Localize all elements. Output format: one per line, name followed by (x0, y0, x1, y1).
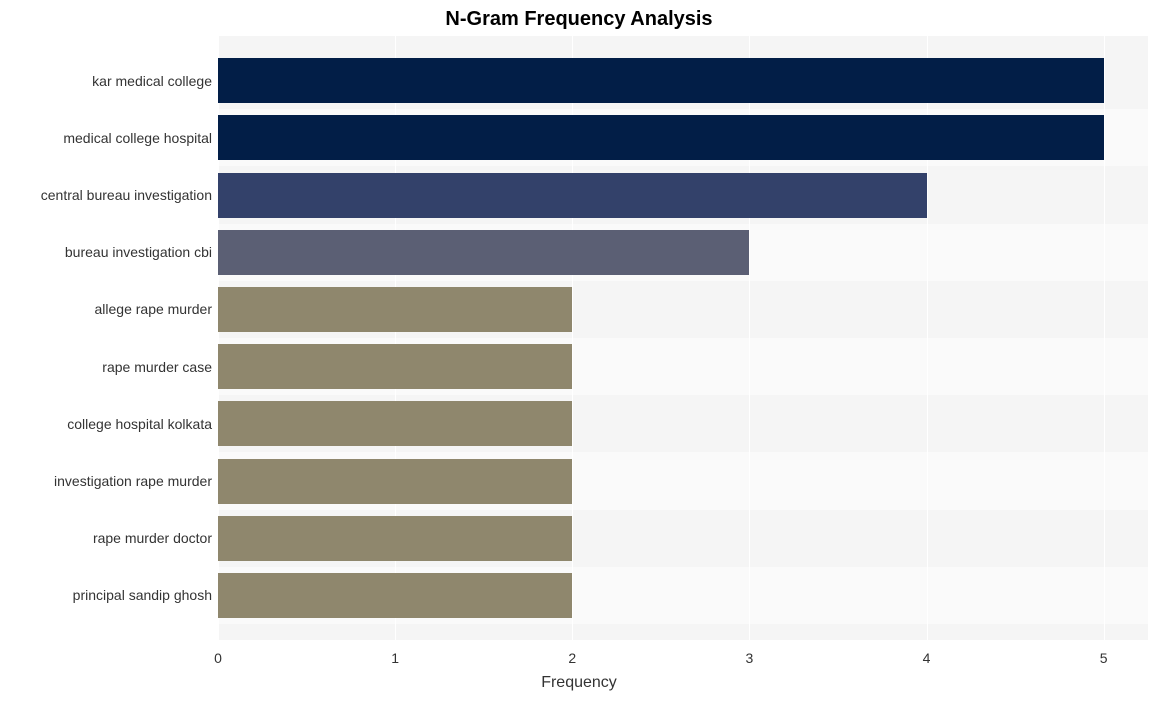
bar (218, 573, 572, 618)
plot-band (218, 36, 1148, 52)
x-tick-label: 1 (391, 650, 399, 666)
x-axis-label: Frequency (0, 674, 1158, 692)
gridline (1104, 36, 1105, 640)
plot-area (218, 36, 1148, 640)
chart-title: N-Gram Frequency Analysis (0, 8, 1158, 31)
bar (218, 115, 1104, 160)
y-tick-label: principal sandip ghosh (0, 587, 212, 603)
plot-band (218, 624, 1148, 640)
bar (218, 401, 572, 446)
y-tick-label: rape murder case (0, 359, 212, 375)
bar (218, 459, 572, 504)
y-tick-label: college hospital kolkata (0, 416, 212, 432)
y-tick-label: allege rape murder (0, 301, 212, 317)
bar (218, 173, 927, 218)
x-tick-label: 5 (1100, 650, 1108, 666)
ngram-frequency-chart: N-Gram Frequency Analysis Frequency kar … (0, 0, 1158, 701)
bar (218, 516, 572, 561)
y-tick-label: rape murder doctor (0, 530, 212, 546)
x-tick-label: 3 (746, 650, 754, 666)
bar (218, 58, 1104, 103)
bar (218, 287, 572, 332)
y-tick-label: medical college hospital (0, 130, 212, 146)
x-tick-label: 0 (214, 650, 222, 666)
y-tick-label: central bureau investigation (0, 187, 212, 203)
x-tick-label: 2 (568, 650, 576, 666)
bar (218, 230, 749, 275)
y-tick-label: bureau investigation cbi (0, 244, 212, 260)
y-tick-label: investigation rape murder (0, 473, 212, 489)
x-tick-label: 4 (923, 650, 931, 666)
bar (218, 344, 572, 389)
y-tick-label: kar medical college (0, 73, 212, 89)
